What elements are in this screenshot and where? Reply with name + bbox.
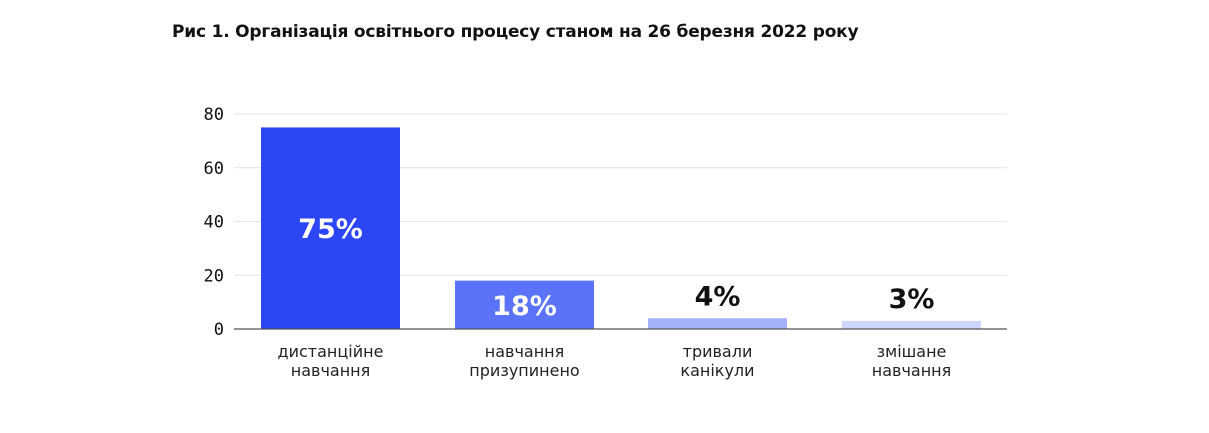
category-label: навчання <box>485 342 565 361</box>
y-tick-label: 0 <box>214 320 224 340</box>
category-label: тривали <box>683 342 753 361</box>
y-tick-label: 20 <box>204 266 224 286</box>
value-label: 3% <box>889 284 935 315</box>
y-tick-label: 40 <box>204 213 224 233</box>
y-tick-label: 80 <box>204 105 224 125</box>
bar <box>842 320 981 329</box>
category-label: навчання <box>872 361 952 380</box>
bar <box>455 280 594 329</box>
category-label: змішане <box>877 342 947 361</box>
bars <box>261 127 981 329</box>
bar <box>648 318 787 329</box>
category-label: навчання <box>291 361 371 380</box>
category-label: канікули <box>680 361 754 380</box>
value-label: 4% <box>695 281 741 312</box>
value-label: 75% <box>298 214 363 245</box>
bar <box>261 127 400 329</box>
y-axis-ticks: 0 20 40 60 80 <box>204 105 224 340</box>
value-label: 18% <box>492 291 557 322</box>
category-label: призупинено <box>469 361 579 380</box>
chart-title: Рис 1. Організація освітнього процесу ст… <box>172 22 859 42</box>
category-labels: дистанційненавчаннянавчанняпризупиненотр… <box>278 342 952 380</box>
value-labels: 75% 18% 4% 3% <box>298 214 934 322</box>
category-label: дистанційне <box>278 342 384 361</box>
y-tick-label: 60 <box>204 159 224 179</box>
